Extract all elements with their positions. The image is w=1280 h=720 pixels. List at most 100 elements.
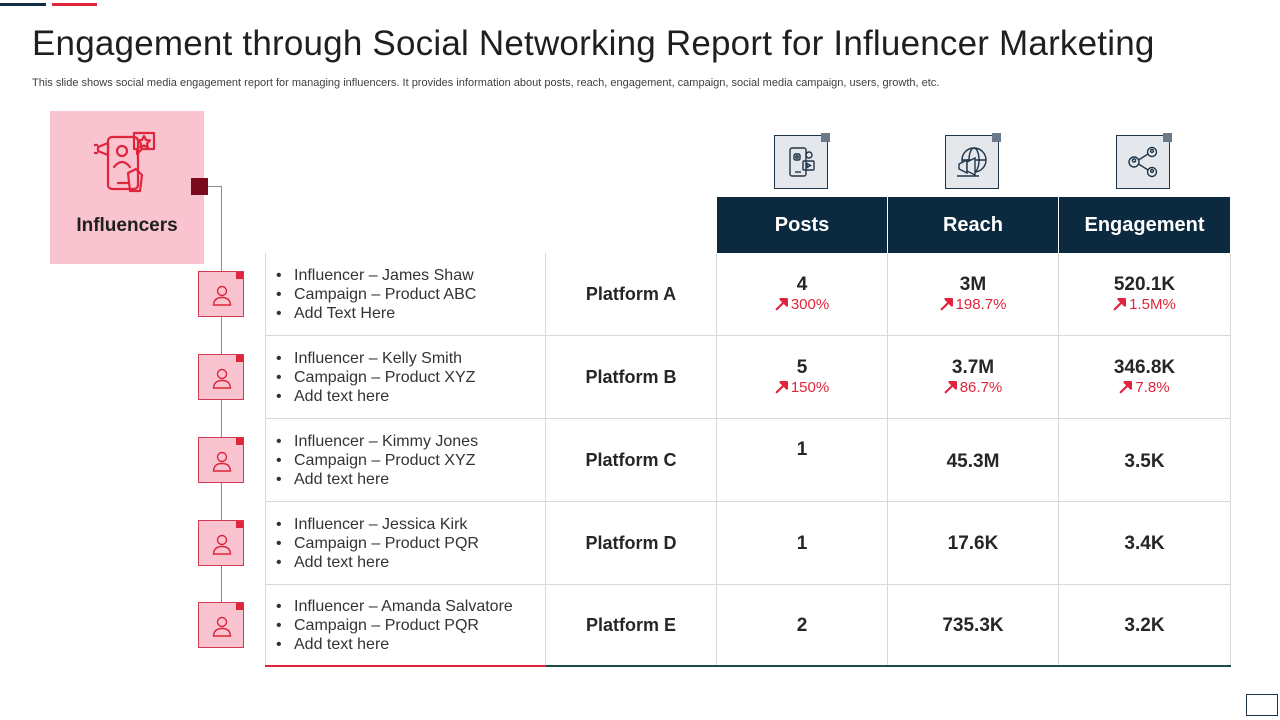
influencer-details-cell: Influencer – Kimmy Jones Campaign – Prod… xyxy=(265,419,546,502)
table-row: Influencer – Kelly Smith Campaign – Prod… xyxy=(265,336,1231,419)
influencer-name: Influencer – James Shaw xyxy=(276,266,476,285)
engagement-value: 3.5K xyxy=(1124,451,1165,472)
platform-name: Platform A xyxy=(585,283,677,304)
engagement-cell: 346.8K 7.8% xyxy=(1059,336,1231,419)
campaign-name: Campaign – Product PQR xyxy=(276,534,479,553)
reach-growth: 86.7% xyxy=(888,379,1058,396)
engagement-cell: 520.1K 1.5M% xyxy=(1059,253,1231,336)
reach-value: 17.6K xyxy=(947,533,999,554)
reach-growth-value: 86.7% xyxy=(959,379,1003,396)
engagement-value: 346.8K xyxy=(1113,357,1176,378)
header-divider xyxy=(887,197,888,253)
engagement-value: 3.4K xyxy=(1124,533,1165,554)
add-text-placeholder: Add text here xyxy=(276,635,513,654)
influencer-details-cell: Influencer – James Shaw Campaign – Produ… xyxy=(265,253,546,336)
engagement-cell: 3.2K xyxy=(1059,584,1231,667)
campaign-name: Campaign – Product XYZ xyxy=(276,368,475,387)
page-subtitle: This slide shows social media engagement… xyxy=(32,77,940,89)
influencer-avatar xyxy=(198,271,244,317)
top-accent-bar-dark xyxy=(0,3,46,6)
top-accent-bar-red xyxy=(52,3,97,6)
growth-arrow-icon xyxy=(775,381,788,394)
engagement-cell: 3.4K xyxy=(1059,502,1231,585)
header-engagement: Engagement xyxy=(1059,197,1230,253)
user-icon xyxy=(212,368,232,389)
influencer-megaphone-icon xyxy=(94,131,156,193)
engagement-growth: 7.8% xyxy=(1059,379,1230,396)
influencer-details-cell: Influencer – Jessica Kirk Campaign – Pro… xyxy=(265,502,546,585)
influencers-panel: Influencers xyxy=(50,111,204,264)
reach-growth: 198.7% xyxy=(888,296,1058,313)
users-network-icon xyxy=(1128,146,1158,178)
posts-value: 4 xyxy=(796,274,808,295)
engagement-cell: 3.5K xyxy=(1059,419,1231,502)
platform-cell: Platform B xyxy=(546,336,717,419)
influencer-details-cell: Influencer – Kelly Smith Campaign – Prod… xyxy=(265,336,546,419)
influencer-avatar xyxy=(198,354,244,400)
influencer-details-cell: Influencer – Amanda Salvatore Campaign –… xyxy=(265,584,546,667)
platform-cell: Platform C xyxy=(546,419,717,502)
table-row: Influencer – Amanda Salvatore Campaign –… xyxy=(265,584,1231,667)
globe-megaphone-icon xyxy=(957,147,987,177)
posts-growth: 300% xyxy=(717,296,887,313)
posts-value: 5 xyxy=(796,357,808,378)
posts-value: 1 xyxy=(796,533,808,554)
page-title: Engagement through Social Networking Rep… xyxy=(32,24,1155,63)
report-table: Influencer – James Shaw Campaign – Produ… xyxy=(265,253,1231,667)
influencer-avatar xyxy=(198,602,244,648)
user-icon xyxy=(212,285,232,306)
influencer-name: Influencer – Kelly Smith xyxy=(276,349,475,368)
campaign-name: Campaign – Product PQR xyxy=(276,616,513,635)
engagement-value: 520.1K xyxy=(1113,274,1176,295)
platform-cell: Platform A xyxy=(546,253,717,336)
reach-value: 735.3K xyxy=(942,615,1004,636)
reach-value: 3M xyxy=(959,274,987,295)
header-divider xyxy=(1058,197,1059,253)
reach-cell: 45.3M xyxy=(888,419,1059,502)
influencer-avatar xyxy=(198,437,244,483)
influencer-name: Influencer – Kimmy Jones xyxy=(276,432,478,451)
posts-cell: 4 300% xyxy=(717,253,888,336)
reach-value: 45.3M xyxy=(946,451,1000,472)
influencer-name: Influencer – Jessica Kirk xyxy=(276,515,479,534)
tree-connector-vertical xyxy=(221,186,222,626)
add-text-placeholder: Add text here xyxy=(276,470,478,489)
reach-column-icon-box xyxy=(945,133,1001,189)
platform-name: Platform D xyxy=(585,532,677,553)
posts-growth-value: 300% xyxy=(790,296,830,313)
posts-growth-value: 150% xyxy=(790,379,830,396)
growth-arrow-icon xyxy=(944,381,957,394)
growth-arrow-icon xyxy=(1113,298,1127,311)
growth-arrow-icon xyxy=(775,298,788,311)
header-posts: Posts xyxy=(717,197,887,253)
table-bottom-border-red xyxy=(265,665,546,667)
posts-growth: 150% xyxy=(717,379,887,396)
table-row: Influencer – James Shaw Campaign – Produ… xyxy=(265,253,1231,336)
influencer-name: Influencer – Amanda Salvatore xyxy=(276,597,513,616)
reach-cell: 3.7M 86.7% xyxy=(888,336,1059,419)
user-icon xyxy=(212,534,232,555)
reach-cell: 3M 198.7% xyxy=(888,253,1059,336)
influencers-label: Influencers xyxy=(76,215,178,236)
engagement-growth: 1.5M% xyxy=(1059,296,1230,313)
posts-cell: 1 xyxy=(717,419,888,502)
posts-cell: 1 xyxy=(717,502,888,585)
campaign-name: Campaign – Product ABC xyxy=(276,285,476,304)
add-text-placeholder: Add text here xyxy=(276,553,479,572)
campaign-name: Campaign – Product XYZ xyxy=(276,451,478,470)
reach-cell: 17.6K xyxy=(888,502,1059,585)
posts-value: 2 xyxy=(796,615,808,636)
influencer-avatar xyxy=(198,520,244,566)
table-bottom-border-teal xyxy=(546,665,1231,667)
table-row: Influencer – Kimmy Jones Campaign – Prod… xyxy=(265,419,1231,502)
reach-cell: 735.3K xyxy=(888,584,1059,667)
posts-value: 1 xyxy=(796,439,808,460)
platform-cell: Platform E xyxy=(546,584,717,667)
add-text-placeholder: Add text here xyxy=(276,387,475,406)
platform-cell: Platform D xyxy=(546,502,717,585)
page-corner-box xyxy=(1246,694,1278,716)
posts-cell: 2 xyxy=(717,584,888,667)
reach-value: 3.7M xyxy=(951,357,995,378)
engagement-value: 3.2K xyxy=(1124,615,1165,636)
engagement-growth-value: 7.8% xyxy=(1135,379,1170,396)
